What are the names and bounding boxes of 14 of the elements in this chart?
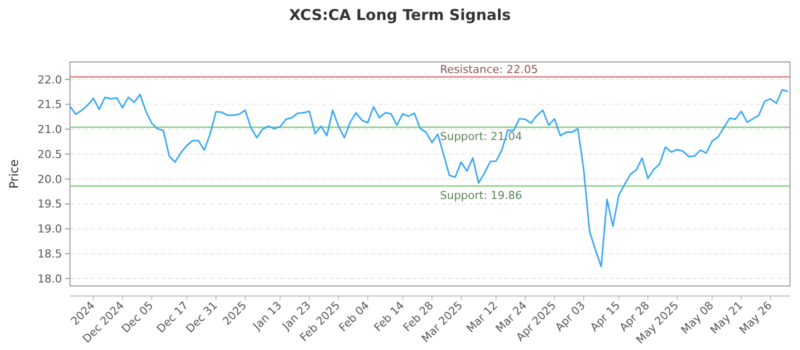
ref-line-label: Resistance: 22.05 — [440, 62, 538, 76]
y-tick-label: 18.0 — [38, 272, 62, 286]
y-tick-label: 20.5 — [38, 148, 62, 161]
y-tick-label: 19.5 — [38, 198, 62, 211]
ref-line-label: Support: 19.86 — [440, 188, 522, 202]
y-tick-label: 22.0 — [38, 73, 62, 86]
line-series — [69, 89, 789, 268]
y-tick-label: 19.0 — [38, 222, 62, 236]
y-tick-label: 18.5 — [38, 247, 62, 260]
y-tick-label: 20.0 — [38, 172, 62, 186]
chart-title: XCS:CA Long Term Signals — [289, 6, 511, 24]
y-tick-label: 21.0 — [38, 123, 62, 136]
y-tick-label: 21.5 — [38, 98, 62, 112]
y-axis-title: Price — [7, 159, 21, 189]
